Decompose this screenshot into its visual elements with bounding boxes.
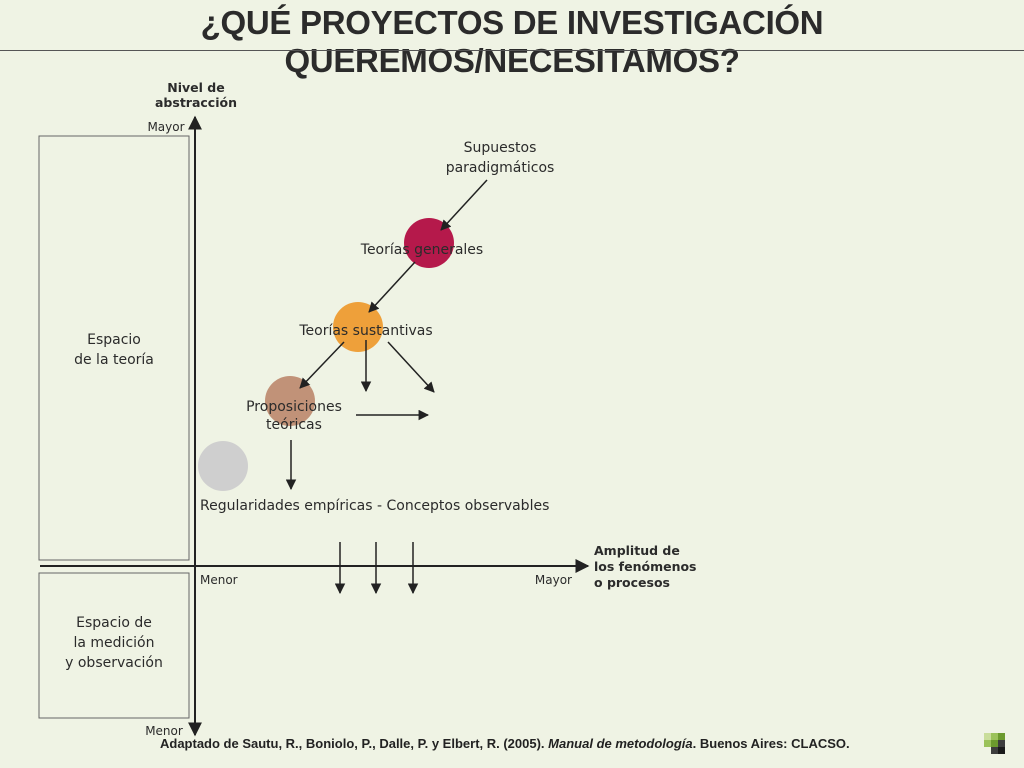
supuestos-label-1: Supuestos (464, 140, 537, 156)
regularidades-node (198, 441, 248, 491)
y-axis-top-tick: Mayor (147, 120, 184, 134)
teorias-sustantivas-node (333, 302, 383, 352)
x-axis-label-1: Amplitud de (594, 543, 680, 558)
arrow-sustantivas-to-proposiciones (299, 341, 345, 389)
arrow-supuestos-to-generales (440, 179, 488, 231)
proposiciones-label-1: Proposiciones (246, 399, 342, 415)
x-axis-right-tick: Mayor (535, 573, 572, 587)
regularidades-label: Regularidades empíricas - Conceptos obse… (200, 498, 549, 514)
y-axis-label-1: Nivel de (167, 80, 224, 95)
citation-prefix: Adaptado de Sautu, R., Boniolo, P., Dall… (160, 736, 549, 751)
theory-space-label-1: Espacio (87, 332, 141, 348)
theory-space-box (38, 135, 190, 561)
x-axis-label-2: los fenómenos (594, 559, 697, 574)
measurement-space-box (38, 572, 190, 719)
teorias-sustantivas-label: Teorías sustantivas (298, 323, 432, 339)
y-axis-label-2: abstracción (155, 95, 237, 110)
y-axis-bottom-tick: Menor (145, 724, 183, 738)
theory-space-label-2: de la teoría (74, 352, 154, 368)
measurement-space-label-2: la medición (74, 635, 155, 651)
arrow-sustantivas-diagonal (387, 341, 435, 393)
x-axis-left-tick: Menor (200, 573, 238, 587)
supuestos-label-2: paradigmáticos (446, 160, 555, 176)
measurement-space-label-1: Espacio de (76, 615, 152, 631)
logo-mark (984, 733, 1006, 755)
citation: Adaptado de Sautu, R., Boniolo, P., Dall… (160, 736, 850, 751)
proposiciones-label-2: teóricas (266, 417, 322, 433)
teorias-generales-label: Teorías generales (360, 242, 483, 258)
citation-book: Manual de metodología (548, 736, 693, 751)
title-divider (0, 50, 1024, 51)
x-axis-label-3: o procesos (594, 575, 670, 590)
citation-suffix: . Buenos Aires: CLACSO. (692, 736, 850, 751)
measurement-space-label-3: y observación (65, 655, 163, 671)
arrow-generales-to-sustantivas (368, 261, 416, 313)
slide-title: ¿QUÉ PROYECTOS DE INVESTIGACIÓN QUEREMOS… (200, 4, 824, 79)
